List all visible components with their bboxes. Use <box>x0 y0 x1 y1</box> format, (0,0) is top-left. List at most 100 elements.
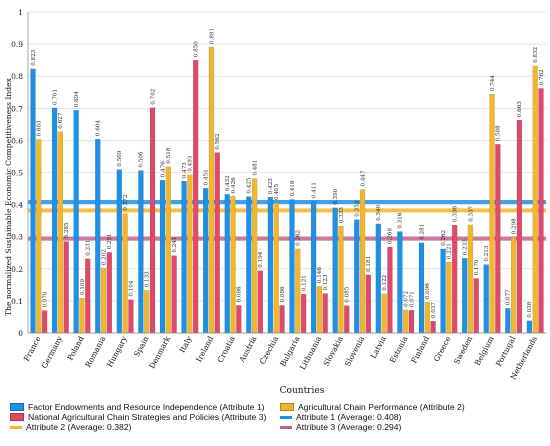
bars: 0.823 0.603 0.070 0.701 0.627 0.285 0.694 0.109… <box>30 28 545 334</box>
data-label: 0.241 <box>172 237 178 253</box>
y-tick-label: 0.8 <box>11 72 23 81</box>
data-label: 0.337 <box>468 205 474 221</box>
legend-item: Attribute 2 (Average: 0.382) <box>10 422 131 432</box>
x-tick-label: Hungary <box>105 334 129 369</box>
bar <box>236 305 242 334</box>
x-tick-label: Denmark <box>147 334 172 370</box>
data-label: 0.493 <box>188 155 194 171</box>
data-label: 0.423 <box>268 178 274 194</box>
x-tick-label: Croatia <box>215 334 237 364</box>
bar <box>344 305 350 334</box>
bar <box>122 213 128 334</box>
bar <box>36 139 42 334</box>
data-label: 0.518 <box>166 147 172 163</box>
x-tick-label: Ireland <box>194 335 215 364</box>
bar <box>159 180 166 334</box>
bar <box>505 308 511 334</box>
x-tick-label: Lithuania <box>298 334 323 371</box>
bar <box>63 241 69 334</box>
y-axis-title: The normalized Sustainable Economic Comp… <box>4 77 13 316</box>
bar <box>387 246 393 334</box>
data-label: 0.832 <box>533 46 539 62</box>
bar <box>106 252 112 334</box>
y-tick-label: 0.6 <box>11 136 23 145</box>
data-label: 0.221 <box>447 243 453 259</box>
data-label: 0.086 <box>280 286 286 302</box>
bar <box>516 120 523 334</box>
data-label: 0.170 <box>474 259 480 275</box>
legend-item: Factor Endowments and Resource Independe… <box>10 402 264 412</box>
bar <box>116 169 122 334</box>
x-tick-label: Spain <box>132 335 150 359</box>
data-label: 0.268 <box>388 228 394 244</box>
data-label: 0.123 <box>323 274 329 290</box>
bar <box>193 60 199 334</box>
bar <box>51 107 58 334</box>
data-label: 0.213 <box>484 245 490 261</box>
y-tick-label: 0.5 <box>11 169 23 178</box>
grid-lines <box>28 11 546 334</box>
bar <box>85 258 91 334</box>
bar <box>203 188 209 334</box>
y-tick-label: 0.2 <box>11 265 23 274</box>
bar <box>30 68 36 334</box>
bar <box>473 278 479 334</box>
data-label: 0.627 <box>58 112 64 128</box>
x-tick-label: Greece <box>432 334 453 363</box>
x-tick-label: Estonia <box>388 334 410 364</box>
data-label: 0.336 <box>453 206 459 222</box>
data-label: 0.086 <box>237 286 243 302</box>
bar <box>418 242 425 334</box>
bar <box>462 258 468 334</box>
legend-item: Attribute 1 (Average: 0.408) <box>280 412 401 422</box>
x-tick-label: Poland <box>66 335 86 362</box>
bar <box>495 144 501 334</box>
x-tick-label: Austria <box>237 334 259 364</box>
legend-item: Attribute 3 (Average: 0.294) <box>280 422 401 432</box>
data-label: 0.037 <box>431 302 437 318</box>
data-label: 0.231 <box>86 240 92 256</box>
y-tick-label: 0.4 <box>11 201 23 210</box>
data-label: 0.390 <box>333 188 339 204</box>
bar <box>41 310 48 334</box>
bar <box>149 107 156 334</box>
bar <box>214 152 220 334</box>
data-label: 0.588 <box>496 125 502 141</box>
x-axis-title: Countries <box>280 386 325 396</box>
bar <box>354 219 360 334</box>
data-label: 0.340 <box>376 204 382 220</box>
bar <box>289 199 295 334</box>
data-label: 0.506 <box>139 151 145 167</box>
x-tick-label: Latvia <box>369 334 388 360</box>
x-tick-label: Portugal <box>494 334 518 368</box>
data-label: 0.202 <box>101 249 107 265</box>
bar <box>408 310 415 334</box>
y-tick-label: 0.7 <box>11 104 23 113</box>
bar <box>538 88 544 334</box>
bar <box>510 237 517 334</box>
data-label: 0.823 <box>31 49 37 65</box>
data-label: 0.416 <box>290 180 296 196</box>
data-label: 0.891 <box>209 28 215 44</box>
bar <box>295 248 301 334</box>
bar <box>397 231 403 334</box>
bar <box>100 268 107 334</box>
data-label: 0.262 <box>296 229 302 245</box>
data-label: 0.181 <box>366 256 372 272</box>
bar <box>138 170 144 334</box>
legend-swatch <box>280 415 292 419</box>
data-label: 0.316 <box>398 212 404 228</box>
data-label: 0.481 <box>252 160 258 176</box>
bar <box>446 261 452 334</box>
data-label: 0.762 <box>539 69 545 85</box>
x-tick-label: Belgium <box>473 335 496 367</box>
data-label: 0.411 <box>311 182 317 198</box>
bar <box>171 255 177 334</box>
x-tick-label: Finland <box>409 335 431 365</box>
legend-label: Attribute 2 (Average: 0.382) <box>26 422 132 432</box>
bar <box>300 294 307 334</box>
bar <box>57 131 64 334</box>
bar <box>467 224 474 334</box>
data-label: 0.426 <box>231 177 237 193</box>
